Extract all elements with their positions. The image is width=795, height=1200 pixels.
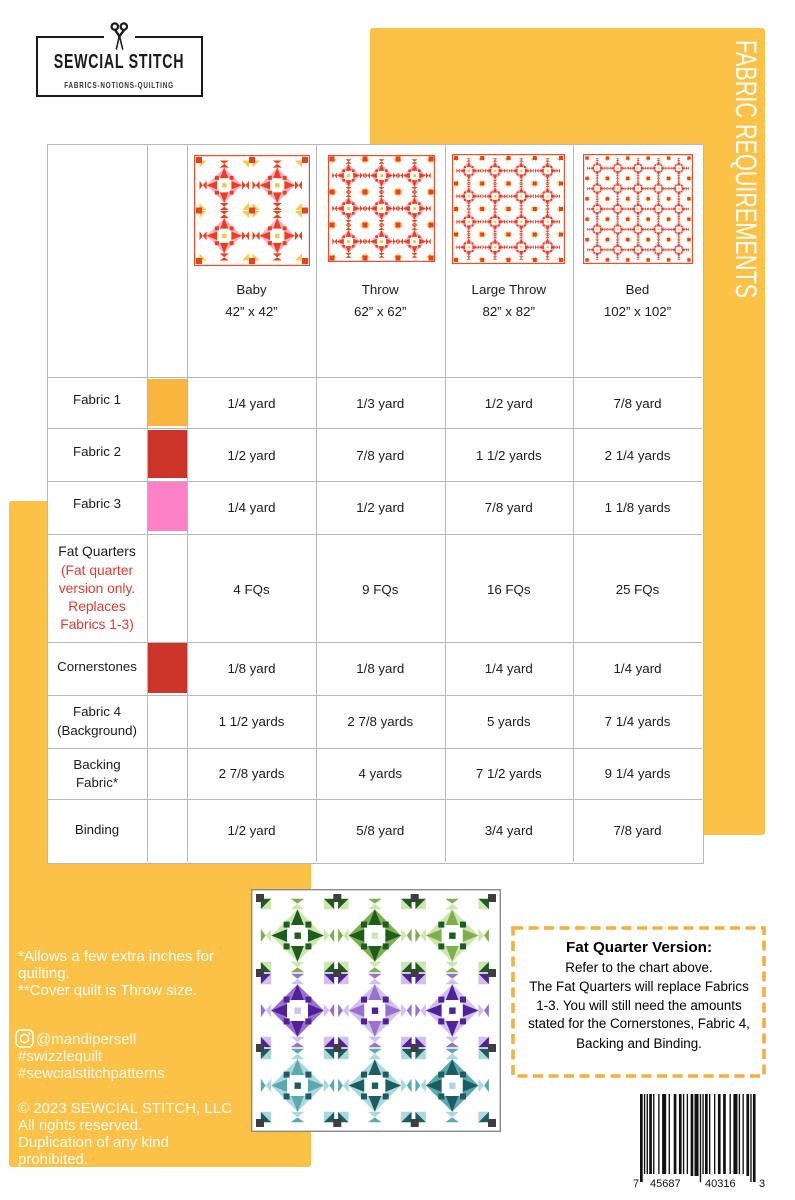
svg-text:3: 3 <box>759 1178 765 1190</box>
svg-text:7: 7 <box>633 1178 639 1190</box>
svg-text:40316: 40316 <box>705 1178 736 1190</box>
svg-text:45687: 45687 <box>650 1178 681 1190</box>
